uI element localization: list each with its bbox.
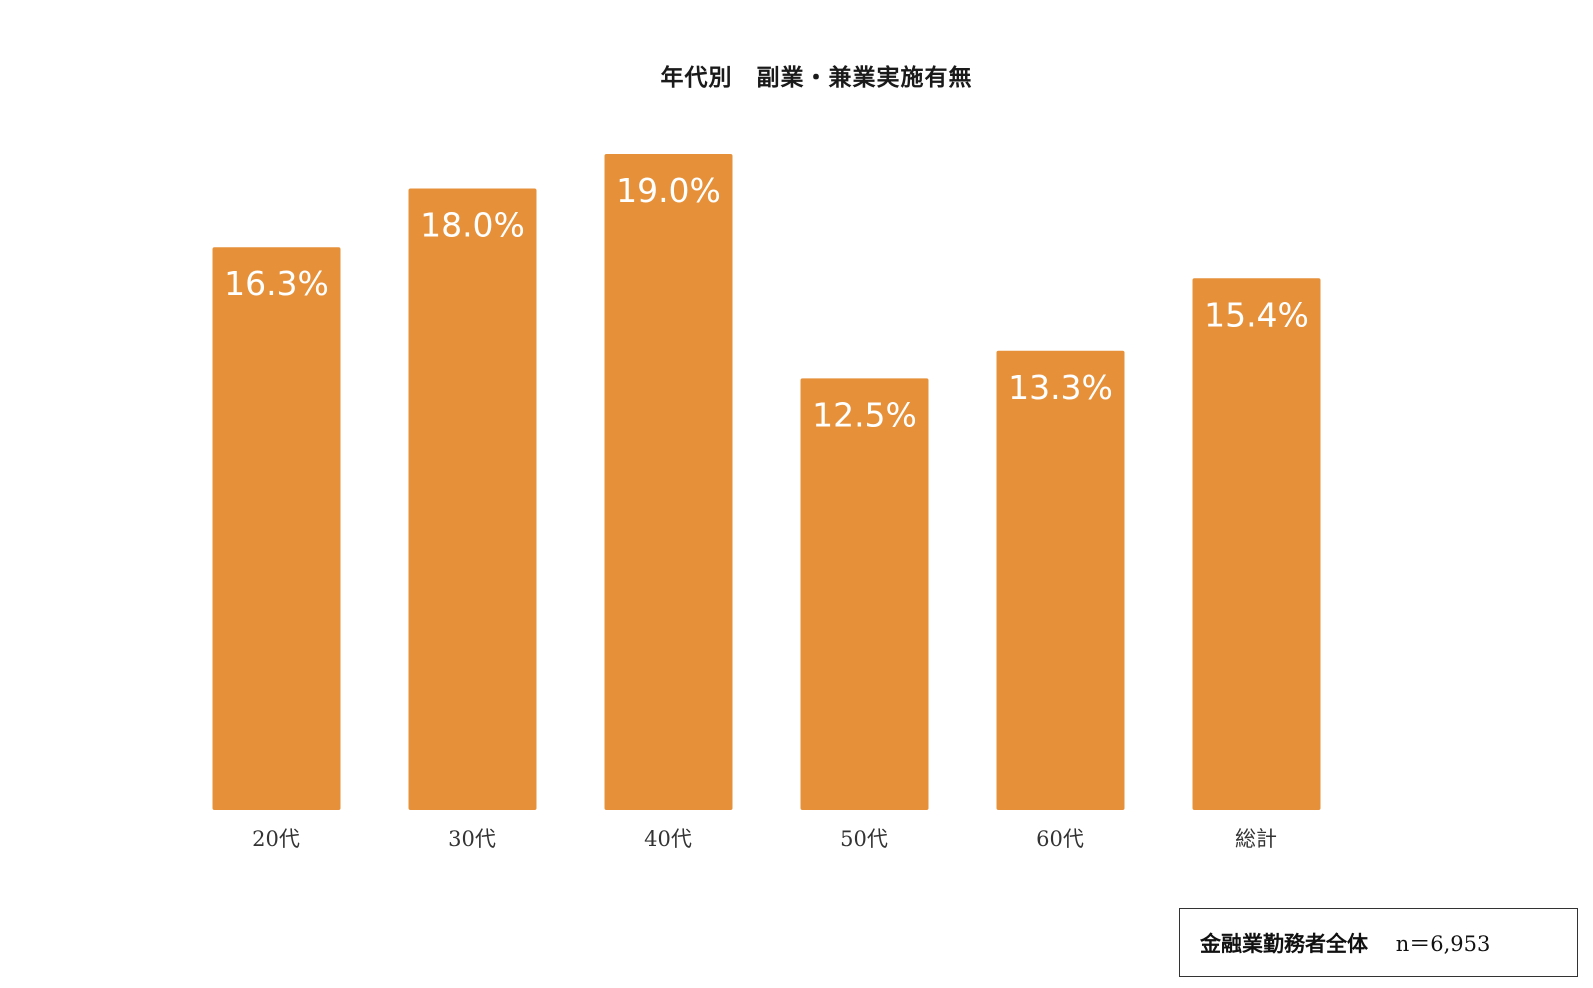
category-labels-layer: 20代 30代 40代 50代 60代 総計 <box>252 827 1277 851</box>
value-label-20代: 16.3% <box>224 264 329 303</box>
sample-gap <box>1368 928 1396 958</box>
bar-30代 <box>408 188 537 811</box>
category-label-30代: 30代 <box>448 827 496 851</box>
bar-50代 <box>800 378 929 810</box>
value-labels-layer: 16.3% 18.0% 19.0% 12.5% 13.3% 15.4% <box>224 171 1309 434</box>
value-label-30代: 18.0% <box>420 206 525 245</box>
value-label-総計: 15.4% <box>1204 295 1309 334</box>
bar-40代 <box>604 154 733 810</box>
category-label-総計: 総計 <box>1235 827 1277 851</box>
bar-20代 <box>212 247 341 810</box>
bars-layer <box>212 154 1321 811</box>
sample-size-box: 金融業勤務者全体 n＝6,953 <box>1179 908 1578 977</box>
category-label-20代: 20代 <box>252 827 300 851</box>
category-label-40代: 40代 <box>644 827 692 851</box>
chart-title: 年代別 副業・兼業実施有無 <box>660 64 973 91</box>
category-label-60代: 60代 <box>1036 827 1084 851</box>
sample-size-label: n＝6,953 <box>1395 931 1491 956</box>
bar-総計 <box>1192 278 1321 810</box>
sample-group-label: 金融業勤務者全体 <box>1200 930 1368 956</box>
bar-60代 <box>996 350 1125 810</box>
category-label-50代: 50代 <box>840 827 888 851</box>
value-label-50代: 12.5% <box>812 395 917 434</box>
value-label-60代: 13.3% <box>1008 368 1113 407</box>
value-label-40代: 19.0% <box>616 171 721 210</box>
